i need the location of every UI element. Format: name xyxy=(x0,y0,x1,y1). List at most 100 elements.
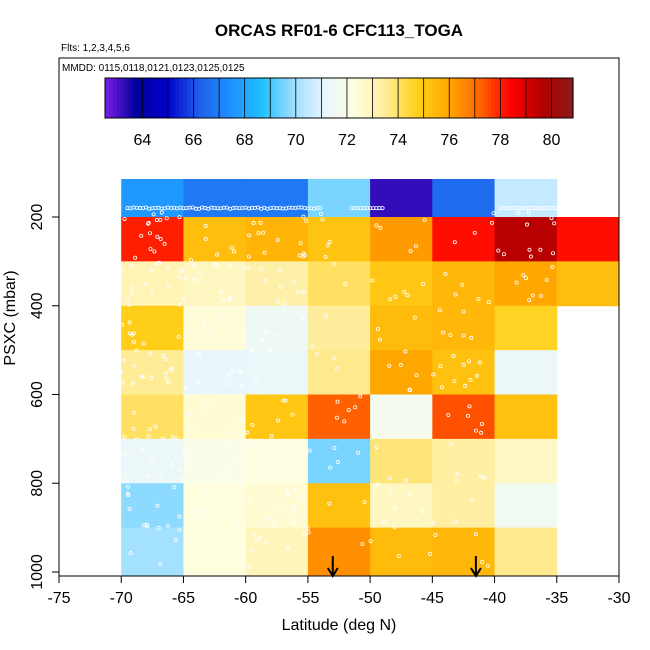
track-point xyxy=(155,234,160,239)
track-point xyxy=(146,221,151,226)
heatmap-cell xyxy=(307,217,371,262)
track-point xyxy=(310,344,315,349)
track-point xyxy=(158,474,163,479)
legend-swatch xyxy=(144,78,149,118)
x-tick-label: -30 xyxy=(607,590,630,607)
track-point xyxy=(188,257,193,262)
legend-swatch xyxy=(276,78,282,118)
arrow-marker xyxy=(470,556,482,578)
track-point xyxy=(374,445,379,450)
y-tick-label: 400 xyxy=(29,292,46,319)
legend-swatch xyxy=(257,78,262,118)
track-point xyxy=(221,298,226,303)
legend-tick-label: 74 xyxy=(389,132,407,149)
track-point xyxy=(157,260,162,265)
track-point xyxy=(298,241,303,246)
track-point xyxy=(448,332,453,337)
track-point xyxy=(469,497,474,502)
legend-swatch xyxy=(190,78,196,118)
heatmap-cell xyxy=(494,179,558,218)
track-point xyxy=(177,215,182,220)
legend-swatch xyxy=(557,78,562,118)
track-point xyxy=(332,356,337,361)
track-point xyxy=(477,360,482,365)
legend-swatch xyxy=(491,78,496,118)
legend-swatch xyxy=(374,78,379,118)
track-point xyxy=(201,541,206,546)
track-point xyxy=(130,381,135,386)
track-point xyxy=(245,430,250,435)
track-point xyxy=(472,230,477,235)
track-point xyxy=(172,485,177,490)
track-point xyxy=(387,476,392,481)
track-point xyxy=(544,277,549,282)
track-point xyxy=(196,379,201,384)
heatmap-cell xyxy=(432,483,496,529)
track-point xyxy=(231,455,236,460)
legend-swatch xyxy=(237,78,243,118)
track-point xyxy=(275,418,280,423)
track-point xyxy=(290,412,295,417)
color-legend: 64 66 68 70 72 74 76 78 80 xyxy=(104,77,574,149)
track-point xyxy=(146,220,151,225)
track-point xyxy=(285,546,290,551)
track-point xyxy=(139,233,144,238)
legend-swatch xyxy=(424,78,430,118)
track-point xyxy=(236,482,241,487)
legend-swatch xyxy=(323,78,328,118)
track-point xyxy=(514,280,519,285)
track-point xyxy=(301,316,306,321)
track-point xyxy=(480,560,485,565)
legend-swatch xyxy=(307,78,313,118)
track-point xyxy=(230,368,235,373)
track-point xyxy=(443,271,448,276)
track-point xyxy=(122,435,127,440)
heatmap-cell xyxy=(245,179,309,218)
heatmap-cell xyxy=(494,261,558,307)
track-point xyxy=(374,223,379,228)
track-point xyxy=(485,563,490,568)
track-point xyxy=(274,473,279,478)
track-point xyxy=(210,333,215,338)
track-point xyxy=(286,492,291,497)
heatmap-cell xyxy=(121,179,184,218)
track-point xyxy=(479,430,484,435)
track-point xyxy=(185,448,190,453)
legend-swatch xyxy=(362,78,367,118)
track-point xyxy=(229,245,234,250)
legend-swatch xyxy=(210,78,215,118)
track-point xyxy=(126,493,131,498)
track-point xyxy=(254,538,259,543)
track-point xyxy=(403,478,408,483)
heatmap-cell xyxy=(370,394,433,440)
heatmap-cell xyxy=(307,527,371,576)
track-point xyxy=(164,454,169,459)
legend-swatch xyxy=(300,78,305,118)
track-point xyxy=(164,216,169,221)
legend-swatch xyxy=(229,78,235,118)
track-point xyxy=(320,217,325,222)
track-point xyxy=(119,370,124,375)
track-point xyxy=(197,351,202,356)
track-point xyxy=(146,434,151,439)
track-point xyxy=(332,445,337,450)
track-point xyxy=(227,382,232,387)
legend-swatch xyxy=(108,78,114,118)
heatmap-cell xyxy=(432,350,496,395)
heatmap-cell xyxy=(494,438,558,484)
track-point xyxy=(196,278,201,283)
track-point xyxy=(228,487,233,492)
heatmap-cell xyxy=(432,217,496,262)
legend-swatch xyxy=(186,78,192,118)
track-point xyxy=(176,274,181,279)
legend-swatch xyxy=(428,78,434,118)
legend-swatch xyxy=(311,78,317,118)
legend-swatch xyxy=(393,78,399,118)
track-point xyxy=(179,268,184,273)
track-point xyxy=(258,535,263,540)
track-point xyxy=(145,473,150,478)
flight-track-points xyxy=(119,205,559,570)
track-point xyxy=(153,424,158,429)
legend-tick-label: 70 xyxy=(287,132,305,149)
track-point xyxy=(149,375,154,380)
